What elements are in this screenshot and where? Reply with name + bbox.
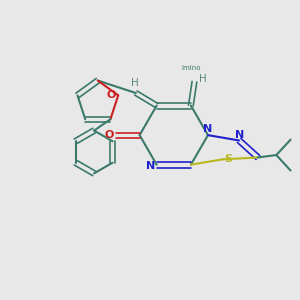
Text: S: S: [225, 154, 232, 164]
Text: O: O: [105, 130, 114, 140]
Text: imino: imino: [182, 65, 201, 71]
Text: H: H: [200, 74, 207, 84]
Text: N: N: [203, 124, 213, 134]
Text: H: H: [130, 78, 138, 88]
Text: N: N: [146, 161, 155, 171]
Text: N: N: [235, 130, 244, 140]
Text: O: O: [106, 90, 116, 100]
